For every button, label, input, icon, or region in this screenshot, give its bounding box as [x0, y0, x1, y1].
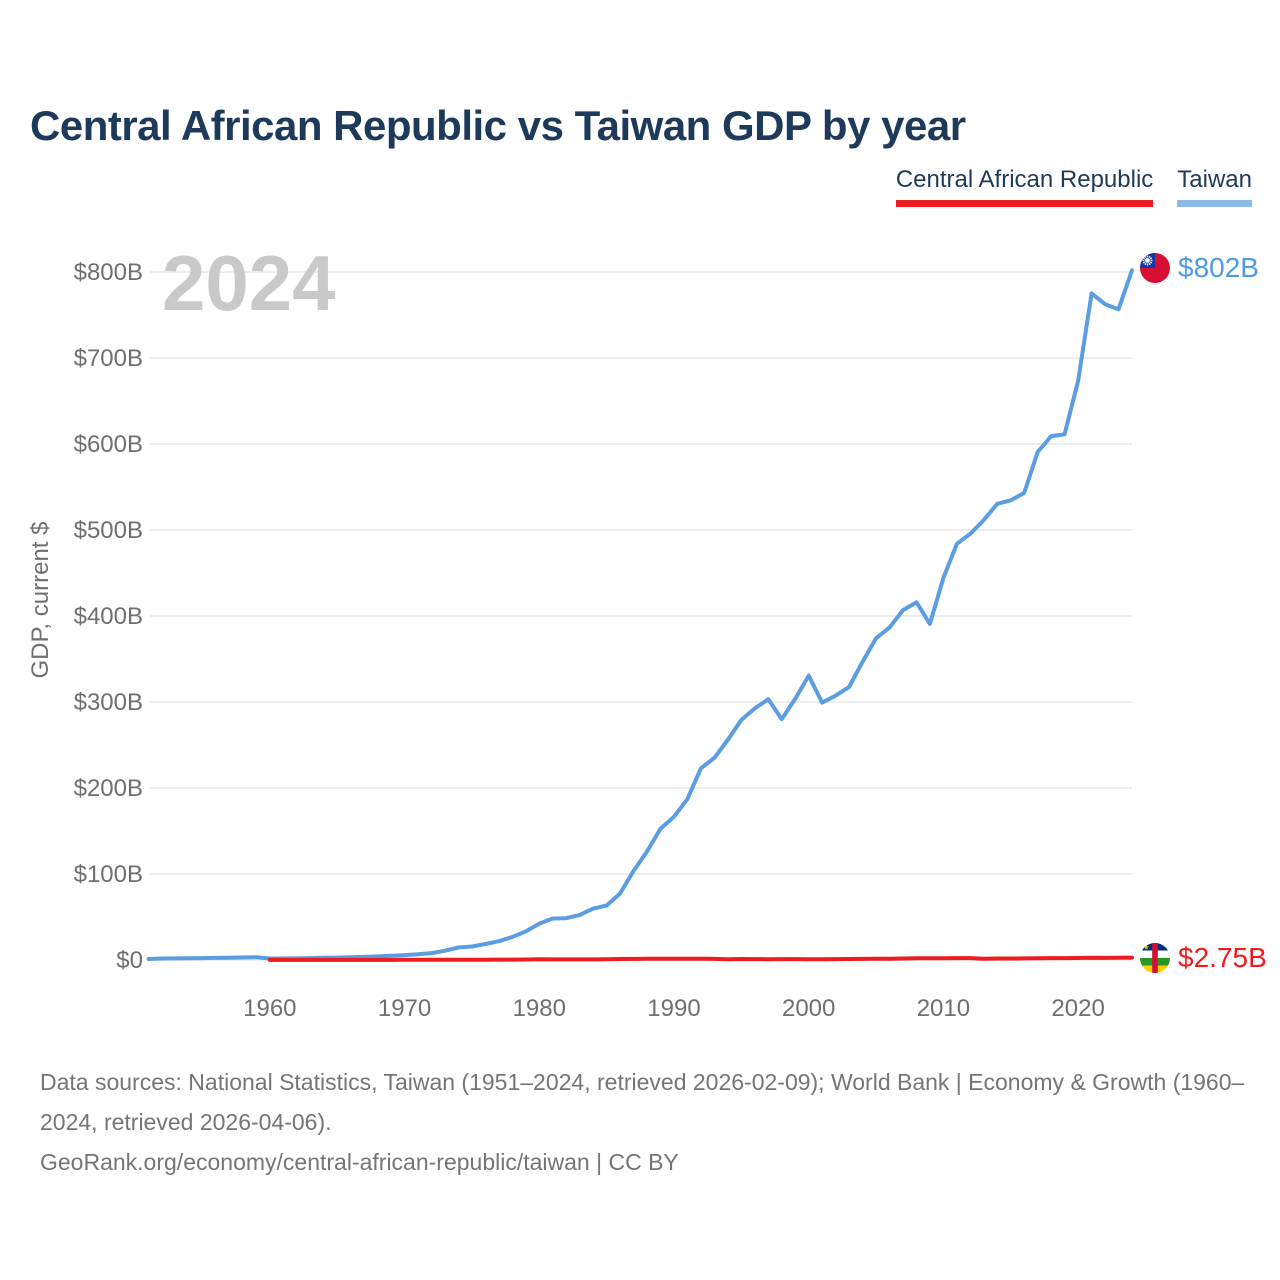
svg-text:★: ★ — [1143, 944, 1149, 952]
y-axis-tick-label: $400B — [74, 603, 143, 630]
x-axis-tick-label: 1960 — [243, 995, 296, 1022]
taiwan-end-value-label: $802B — [1178, 252, 1259, 283]
legend-underline-taiwan — [1177, 200, 1252, 207]
legend: Central African Republic Taiwan — [895, 166, 1252, 207]
legend-label-taiwan: Taiwan — [1177, 166, 1252, 193]
taiwan-series-line[interactable] — [146, 268, 1134, 961]
x-axis-tick-label: 1990 — [647, 995, 700, 1022]
taiwan-flag-icon — [1140, 253, 1170, 283]
y-axis-tick-label: $600B — [74, 431, 143, 458]
x-axis-tick-label: 2020 — [1051, 995, 1104, 1022]
y-axis-tick-label: $100B — [74, 861, 143, 888]
legend-underline-central-african-republic — [895, 200, 1154, 207]
y-axis-tick-label: $800B — [74, 259, 143, 286]
page-title: Central African Republic vs Taiwan GDP b… — [30, 102, 966, 149]
y-axis-tick-label: $700B — [74, 345, 143, 372]
y-axis-title: GDP, current $ — [27, 521, 54, 679]
legend-item-taiwan[interactable]: Taiwan — [1177, 166, 1252, 207]
y-axis-tick-label: $300B — [74, 689, 143, 716]
y-axis-tick-label: $200B — [74, 775, 143, 802]
footer: Data sources: National Statistics, Taiwa… — [40, 1062, 1245, 1182]
central-african-republic-series-line[interactable] — [267, 955, 1134, 962]
x-axis-tick-label: 1980 — [513, 995, 566, 1022]
central-african-republic-end-value-label: $2.75B — [1178, 942, 1267, 973]
x-axis-tick-label: 1970 — [378, 995, 431, 1022]
central-african-republic-flag-icon: ★ — [1140, 943, 1170, 973]
central-african-republic-endpoint-marker: ★ $2.75B — [1140, 942, 1267, 974]
x-axis-tick-label: 2010 — [917, 995, 970, 1022]
attribution-text: GeoRank.org/economy/central-african-repu… — [40, 1149, 679, 1175]
current-year-watermark: 2024 — [162, 239, 336, 327]
legend-item-central-african-republic[interactable]: Central African Republic — [895, 166, 1154, 207]
x-axis-tick-label: 2000 — [782, 995, 835, 1022]
data-sources-text: Data sources: National Statistics, Taiwa… — [40, 1069, 1245, 1135]
y-axis-tick-label: $500B — [74, 517, 143, 544]
legend-label-central-african-republic: Central African Republic — [895, 166, 1154, 193]
y-axis-tick-label: $0 — [116, 947, 143, 974]
taiwan-endpoint-marker: $802B — [1140, 252, 1259, 284]
